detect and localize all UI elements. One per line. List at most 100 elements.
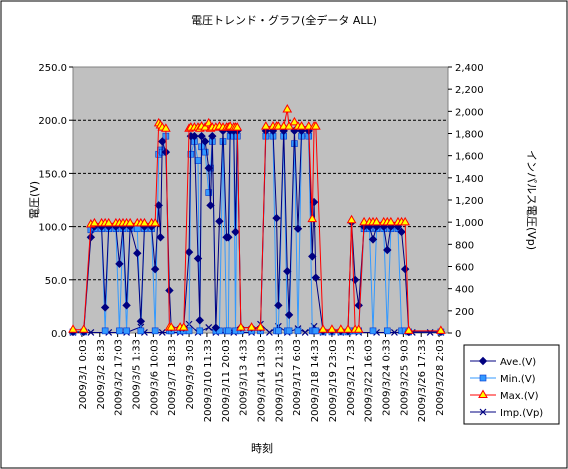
series-point <box>200 137 210 146</box>
series-point <box>133 225 141 233</box>
series-point <box>154 201 163 210</box>
series-point <box>185 327 193 335</box>
series-point <box>103 217 114 227</box>
series-point <box>195 316 204 325</box>
y2-tick-label: 2,200 <box>455 85 484 96</box>
series-point <box>165 286 174 295</box>
series-point <box>293 224 303 233</box>
y2-tick-label: 1,400 <box>455 174 484 185</box>
series-point <box>275 327 282 335</box>
series-point <box>205 189 213 196</box>
series-point <box>206 201 215 210</box>
x-tick-label: 2009/3/11 20:03 <box>221 339 232 422</box>
series-point <box>215 217 224 226</box>
series-point <box>100 303 110 312</box>
series-point <box>166 322 177 331</box>
series-point <box>197 131 206 141</box>
series-point <box>335 324 346 333</box>
series-point <box>160 123 171 132</box>
series-point <box>87 329 95 336</box>
x-tick-label: 2009/3/5 1:33 <box>132 339 143 410</box>
series-point <box>178 322 189 331</box>
y2-tick-label: 600 <box>455 263 474 274</box>
series-line <box>73 130 441 333</box>
x-tick-label: 2009/3/25 9:03 <box>399 339 410 416</box>
x-tick-label: 2009/3/9 3:03 <box>185 339 196 410</box>
series-point <box>151 327 159 335</box>
series-point <box>137 327 145 335</box>
x-tick-label: 2009/3/22 16:03 <box>364 339 375 422</box>
series-point <box>205 324 213 331</box>
series-point <box>285 327 293 335</box>
y-tick-label: 0.0 <box>51 329 67 340</box>
x-tick-label: 2009/3/28 2:03 <box>435 339 446 416</box>
series-point <box>184 247 194 257</box>
y2-tick-label: 200 <box>455 307 474 318</box>
x-tick-label: 2009/3/2 8:33 <box>96 339 107 410</box>
legend-label: Ave.(V) <box>500 357 536 368</box>
series-layer <box>68 104 446 337</box>
y-axis-ticks: 0.0 50.0 100.0 150.0 200.0 250.0 <box>38 63 73 340</box>
x-tick-label: 2009/3/7 18:33 <box>167 339 178 416</box>
plot-area <box>72 66 449 334</box>
series-point <box>150 217 161 227</box>
series-point <box>204 163 213 173</box>
series-point <box>343 324 353 333</box>
y-tick-label: 250.0 <box>38 63 67 74</box>
y-tick-label: 150.0 <box>38 169 67 180</box>
series-point <box>232 122 243 131</box>
series-point <box>150 264 160 274</box>
series-point <box>89 217 100 227</box>
series-point <box>68 324 78 333</box>
x-tick-label: 2009/3/10 11:33 <box>203 339 214 422</box>
series-point <box>156 233 165 242</box>
series-point <box>282 104 293 113</box>
series-point <box>86 233 96 242</box>
series-point <box>284 310 294 320</box>
series-point <box>283 267 292 276</box>
series-point <box>435 325 446 334</box>
series-point <box>479 374 487 382</box>
series-point <box>139 217 150 227</box>
series-point <box>255 322 266 331</box>
series-point <box>194 157 202 164</box>
series-point <box>231 227 240 237</box>
series-point <box>224 233 233 242</box>
series-point <box>116 327 123 335</box>
series-point <box>312 327 320 335</box>
legend-box <box>463 344 560 425</box>
y-tick-label: 100.0 <box>38 223 67 234</box>
series-point <box>235 322 246 331</box>
series-point <box>296 121 307 130</box>
series-point <box>115 259 124 269</box>
series-maxv <box>68 104 446 334</box>
y2-axis-ticks: 0 200 400 600 800 1,000 1,200 1,400 1,600 1,800 2,… <box>448 63 484 340</box>
series-point <box>318 324 328 333</box>
series-point <box>211 323 221 332</box>
series-point <box>123 327 130 335</box>
series-point <box>78 324 89 333</box>
series-point <box>289 116 300 126</box>
series-point <box>346 214 357 224</box>
series-point <box>383 245 392 255</box>
series-point <box>260 121 271 130</box>
series-point <box>383 327 391 335</box>
series-point <box>266 329 273 336</box>
series-point <box>274 301 283 310</box>
x-tick-label: 2009/3/21 7:33 <box>346 339 357 416</box>
x-tick-label: 2009/3/15 21:33 <box>274 339 285 422</box>
series-point <box>284 121 294 130</box>
y2-tick-label: 400 <box>455 285 474 296</box>
series-point <box>307 213 318 223</box>
y2-axis-label: インパルス電圧(Vp) <box>525 150 538 250</box>
x-tick-label: 2009/3/13 4:33 <box>239 339 250 416</box>
y2-tick-label: 0 <box>455 329 461 340</box>
x-tick-label: 2009/3/2 17:03 <box>114 339 125 416</box>
legend-label: Min.(V) <box>500 374 536 385</box>
series-point <box>272 213 281 223</box>
series-point <box>125 217 136 227</box>
y-tick-label: 200.0 <box>38 116 67 127</box>
y2-tick-label: 2,000 <box>455 107 484 118</box>
series-point <box>101 327 109 335</box>
x-tick-label: 2009/3/18 14:33 <box>310 339 321 422</box>
